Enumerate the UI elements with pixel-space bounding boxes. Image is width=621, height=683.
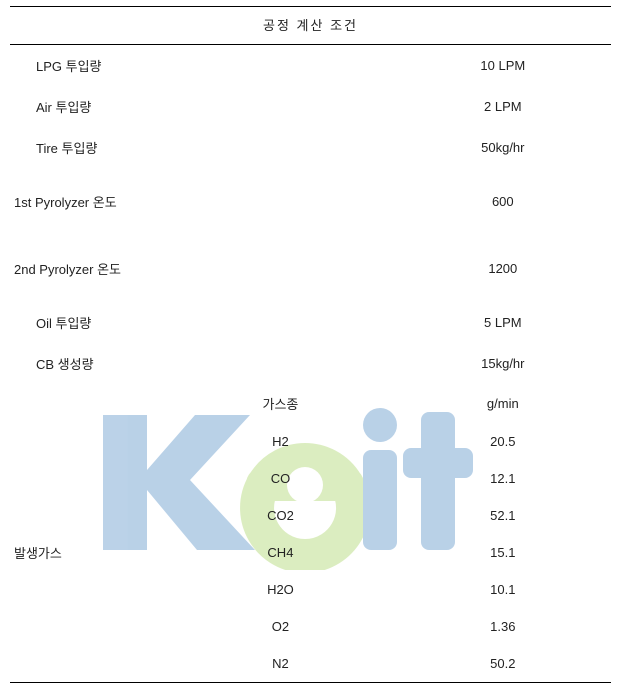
param-value: 2 LPM — [395, 86, 611, 127]
process-conditions-table: 공정 계산 조건 LPG 투입량10 LPMAir 투입량2 LPMTire 투… — [10, 6, 611, 683]
table-title: 공정 계산 조건 — [10, 7, 611, 45]
param-value: 5 LPM — [395, 302, 611, 343]
gas-name: O2 — [166, 608, 394, 645]
gas-unit-header: g/min — [395, 384, 611, 423]
gas-name: H2O — [166, 571, 394, 608]
param-value: 15kg/hr — [395, 343, 611, 384]
gas-value: 1.36 — [395, 608, 611, 645]
gas-value: 12.1 — [395, 460, 611, 497]
param-label: Air 투입량 — [10, 86, 395, 127]
gas-name: CO2 — [166, 497, 394, 534]
gas-name: CH4 — [166, 534, 394, 571]
gas-name: CO — [166, 460, 394, 497]
gas-value: 10.1 — [395, 571, 611, 608]
param-value: 50kg/hr — [395, 127, 611, 168]
gas-section-label: 발생가스 — [10, 423, 166, 683]
param-label: LPG 투입량 — [10, 45, 395, 87]
param-label: CB 생성량 — [10, 343, 395, 384]
param-value: 600 — [395, 168, 611, 235]
param-label: Tire 투입량 — [10, 127, 395, 168]
gas-value: 52.1 — [395, 497, 611, 534]
param-value: 1200 — [395, 235, 611, 302]
gas-name: H2 — [166, 423, 394, 460]
param-label: 2nd Pyrolyzer 온도 — [10, 235, 395, 302]
param-label: Oil 투입량 — [10, 302, 395, 343]
gas-value: 20.5 — [395, 423, 611, 460]
param-value: 10 LPM — [395, 45, 611, 87]
gas-value: 15.1 — [395, 534, 611, 571]
gas-value: 50.2 — [395, 645, 611, 683]
gas-species-header: 가스종 — [166, 384, 394, 423]
param-label: 1st Pyrolyzer 온도 — [10, 168, 395, 235]
gas-name: N2 — [166, 645, 394, 683]
